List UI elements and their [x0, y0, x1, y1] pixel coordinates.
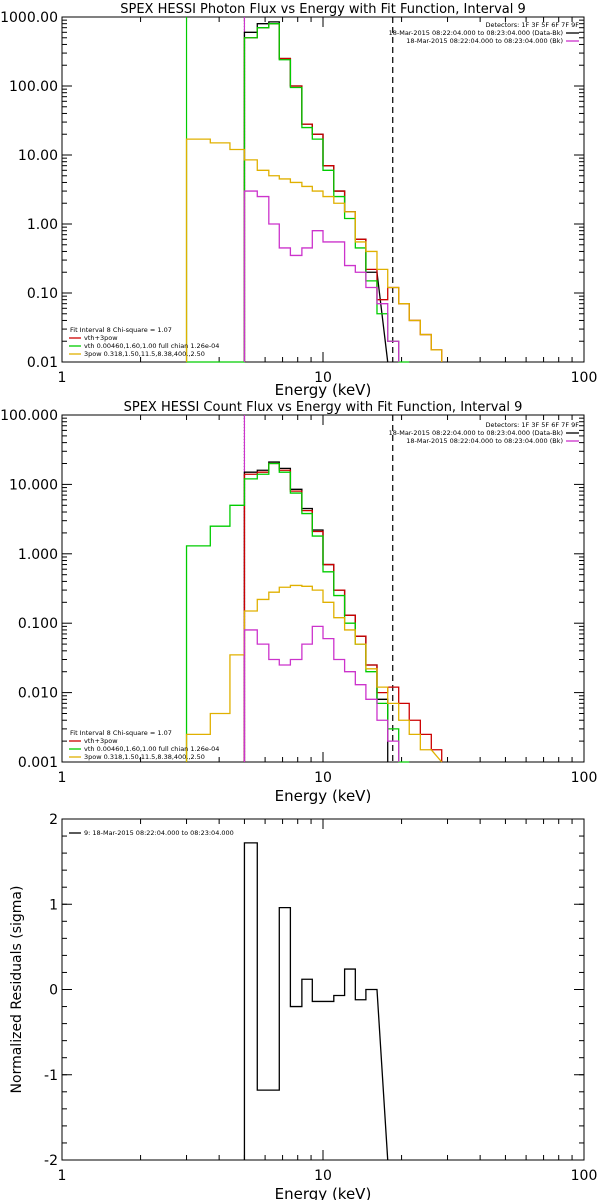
legend-left-text: 3pow 0.318,1.50,11.5,8.38,400.,2.50 [84, 350, 205, 358]
series-nonthermal [185, 138, 443, 362]
legend-left-text: Fit Interval 8 Chi-square = 1.07 [70, 729, 172, 737]
series-model-total [243, 23, 443, 362]
y-tick-label: 10.000 [9, 477, 58, 493]
legend-right-text: Detectors: 1F 3F 5F 6F 7F 9F [485, 421, 579, 429]
x-axis: 1 10 100 [58, 819, 598, 1184]
chart-title: SPEX HESSI Photon Flux vs Energy with Fi… [120, 2, 526, 17]
x-axis-label: Energy (keV) [275, 381, 372, 399]
x-tick-label: 1 [58, 1168, 67, 1184]
y-tick-label: 0.010 [18, 686, 58, 702]
series-background [243, 625, 400, 762]
legend-right-text: 18-Mar-2015 08:22:04.000 to 08:23:04.000… [406, 437, 563, 445]
y-tick-label: -1 [44, 1068, 58, 1084]
x-axis: 1 10 100 [58, 17, 598, 386]
legend-left-text: 3pow 0.318,1.50,11.5,8.38,400.,2.50 [84, 753, 205, 761]
y-axis: -2 -1 0 1 2 [44, 812, 584, 1169]
legend-right-text: Detectors: 1F 3F 5F 6F 7F 9F [485, 21, 579, 29]
y-tick-label: 100.00 [9, 79, 58, 95]
series-background [243, 190, 400, 362]
photon-flux-panel: SPEX HESSI Photon Flux vs Energy with Fi… [0, 2, 597, 399]
y-tick-label: -2 [44, 1153, 58, 1169]
y-tick-label: 0.100 [18, 616, 58, 632]
x-tick-label: 10 [314, 770, 332, 786]
series-residuals [243, 842, 389, 1161]
y-tick-label: 1.00 [27, 217, 58, 233]
legend-right-text: 18-Mar-2015 08:22:04.000 to 08:23:04.000… [389, 429, 563, 437]
y-tick-label: 10.00 [18, 148, 58, 164]
y-tick-label: 100.000 [0, 408, 58, 424]
y-tick-label: 0.10 [27, 286, 58, 302]
legend-left-text: vth+3pow [84, 334, 118, 342]
y-axis: 0.01 0.10 1.00 10.00 100.00 1000.00 [0, 10, 584, 371]
y-tick-label: 0 [49, 983, 58, 999]
series-data-bk [243, 21, 389, 363]
y-tick-label: 1000.00 [0, 10, 58, 26]
series-model-total [243, 462, 443, 762]
x-tick-label: 100 [571, 370, 598, 386]
x-tick-label: 1 [58, 770, 67, 786]
y-axis-label: Normalized Residuals (sigma) [9, 886, 25, 1094]
plot-frame [61, 16, 585, 363]
legend-right-text: 18-Mar-2015 08:22:04.000 to 08:23:04.000… [406, 37, 563, 45]
x-axis-label: Energy (keV) [275, 787, 372, 805]
y-axis: 0.001 0.010 0.100 1.000 10.000 100.000 [0, 408, 584, 771]
legend-left-text: vth 0.00460,1.60,1.00 full chian 1.26e-0… [84, 745, 219, 753]
y-tick-label: 1.000 [18, 547, 58, 563]
chart-title: SPEX HESSI Count Flux vs Energy with Fit… [124, 400, 523, 415]
y-tick-label: 0.01 [27, 355, 58, 371]
series-data-bk [243, 461, 389, 762]
legend-left-text: vth+3pow [84, 737, 118, 745]
legend-left-text: 9: 18-Mar-2015 08:22:04.000 to 08:23:04.… [84, 829, 234, 837]
series-thermal [186, 23, 410, 363]
count-flux-panel: SPEX HESSI Count Flux vs Energy with Fit… [0, 400, 597, 805]
x-tick-label: 1 [58, 370, 67, 386]
x-tick-label: 100 [571, 1168, 598, 1184]
legend-left-text: vth 0.00460,1.60,1.00 full chian 1.26e-0… [84, 342, 219, 350]
series-thermal [185, 462, 410, 763]
x-tick-label: 10 [314, 1168, 332, 1184]
legend-left-text: Fit Interval 8 Chi-square = 1.07 [70, 326, 172, 334]
x-tick-label: 10 [314, 370, 332, 386]
legend-right-text: 18-Mar-2015 08:22:04.000 to 08:23:04.000… [389, 29, 563, 37]
y-tick-label: 0.001 [18, 755, 58, 771]
y-tick-label: 2 [49, 812, 58, 828]
series-nonthermal [185, 584, 443, 763]
x-axis-label: Energy (keV) [275, 1185, 372, 1200]
x-tick-label: 100 [571, 770, 598, 786]
plot-frame [61, 414, 585, 763]
residuals-panel: 1 10 100 Energy (keV) -2 -1 0 1 2 Normalized Resi… [9, 812, 597, 1200]
plot-frame [61, 818, 585, 1161]
y-tick-label: 1 [49, 897, 58, 913]
